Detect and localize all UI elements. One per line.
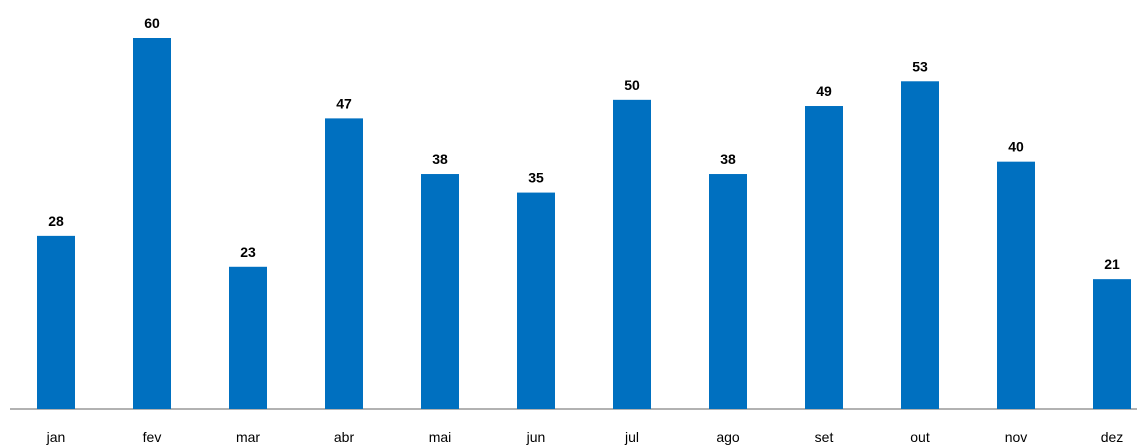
value-label: 38 — [432, 151, 448, 167]
value-label: 35 — [528, 170, 544, 186]
value-label: 49 — [816, 83, 832, 99]
bar — [1093, 279, 1131, 409]
x-tick-label: fev — [143, 429, 162, 445]
x-tick-label: dez — [1101, 429, 1124, 445]
bar — [421, 174, 459, 409]
value-label: 47 — [336, 95, 352, 111]
x-tick-label: jun — [526, 429, 546, 445]
x-tick-label: mai — [429, 429, 452, 445]
x-tick-label: out — [910, 429, 930, 445]
value-label: 53 — [912, 58, 928, 74]
value-label: 38 — [720, 151, 736, 167]
bar — [613, 99, 651, 409]
value-label: 21 — [1104, 256, 1120, 272]
value-label: 28 — [48, 213, 64, 229]
x-tick-label: set — [815, 429, 834, 445]
bar — [901, 81, 939, 410]
value-label: 60 — [144, 15, 160, 31]
x-tick-label: jan — [46, 429, 66, 445]
bar — [517, 192, 555, 409]
value-label: 23 — [240, 244, 256, 260]
bar — [229, 266, 267, 409]
x-tick-label: ago — [716, 429, 740, 445]
bar — [997, 161, 1035, 409]
bar — [325, 118, 363, 409]
bar — [133, 38, 171, 409]
bar — [805, 106, 843, 410]
x-tick-label: mar — [236, 429, 260, 445]
x-tick-label: abr — [334, 429, 355, 445]
bar — [709, 174, 747, 409]
value-label: 50 — [624, 77, 640, 93]
bar — [37, 235, 75, 409]
value-label: 40 — [1008, 139, 1024, 155]
x-tick-label: jul — [624, 429, 639, 445]
x-tick-label: nov — [1005, 429, 1028, 445]
